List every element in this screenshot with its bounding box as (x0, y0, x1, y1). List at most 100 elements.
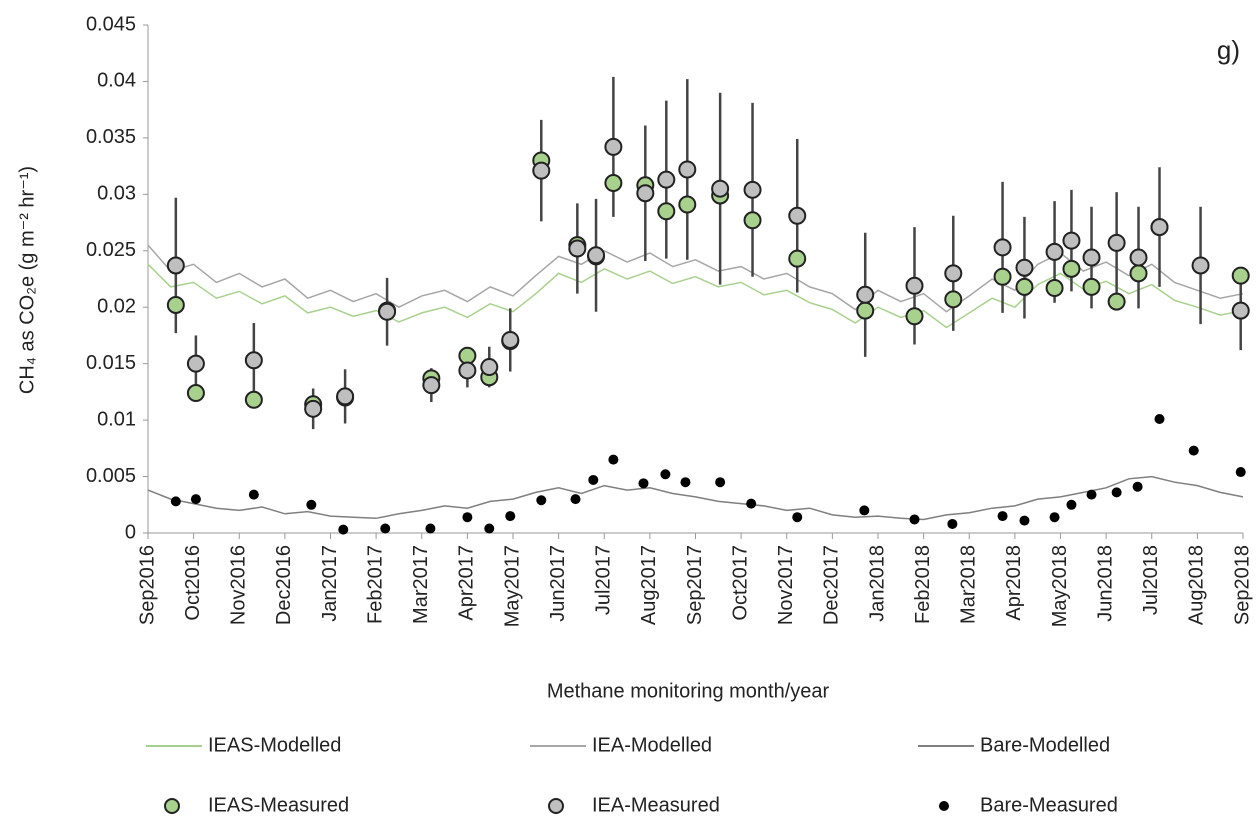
measured-point (657, 170, 676, 189)
measured-point (746, 498, 757, 509)
x-tick-label: Dec2016 (273, 545, 295, 625)
measured-point (743, 180, 762, 199)
x-tick-label: Nov2017 (775, 545, 797, 625)
modelled-line (147, 263, 1244, 329)
measured-point (422, 376, 441, 395)
measured-point (604, 174, 623, 193)
measured-point (856, 301, 875, 320)
measured-point (1015, 277, 1034, 296)
x-tick-label: Oct2017 (729, 545, 751, 621)
measured-point (993, 267, 1012, 286)
measured-point (587, 246, 606, 265)
measured-point (788, 249, 807, 268)
measured-point (1049, 512, 1060, 523)
measured-point (743, 211, 762, 230)
measured-point (186, 384, 205, 403)
measured-point (660, 469, 671, 480)
x-tick-label: Dec2017 (821, 545, 843, 625)
measured-point (190, 494, 201, 505)
legend-label: IEA-Modelled (592, 734, 712, 756)
measured-point (425, 523, 436, 534)
x-tick-label: Nov2016 (228, 545, 250, 625)
measured-point (505, 511, 516, 522)
y-axis-title: CH₄ as CO₂e (g m⁻² hr⁻¹) (16, 166, 38, 394)
measured-point (944, 290, 963, 309)
x-tick-label: Jun2017 (547, 545, 569, 622)
measured-point (1154, 413, 1165, 424)
measured-point (248, 489, 259, 500)
measured-point (588, 474, 599, 485)
y-tick-label: 0.035 (86, 126, 136, 148)
measured-point (166, 256, 185, 275)
measured-point (536, 495, 547, 506)
measured-point (501, 330, 520, 349)
measured-point (636, 184, 655, 203)
measured-point (484, 523, 495, 534)
legend-label: Bare-Modelled (980, 734, 1110, 756)
measured-point (792, 512, 803, 523)
x-tick-label: May2017 (501, 545, 523, 627)
measured-point (1062, 231, 1081, 250)
measured-point (657, 202, 676, 221)
measured-point (480, 358, 499, 377)
measured-point (1107, 292, 1126, 311)
measured-point (166, 295, 185, 314)
measured-point (1150, 218, 1169, 237)
legend-label: IEAS-Modelled (208, 734, 341, 756)
y-tick-label: 0.04 (97, 70, 136, 92)
measured-point (1015, 258, 1034, 277)
y-tick-label: 0.045 (86, 13, 136, 35)
annotation: g) (1217, 35, 1240, 65)
measured-point (378, 302, 397, 321)
x-tick-label: Oct2016 (182, 545, 204, 621)
measured-point (1019, 515, 1030, 526)
measured-point (304, 399, 323, 418)
measured-point (570, 494, 581, 505)
y-tick-label: 0.005 (86, 465, 136, 487)
measured-point (856, 285, 875, 304)
measured-point (678, 160, 697, 179)
measured-point (1082, 277, 1101, 296)
measured-point (944, 264, 963, 283)
measured-point (905, 276, 924, 295)
measured-point (532, 161, 551, 180)
measured-point (1066, 499, 1077, 510)
measured-point (909, 514, 920, 525)
measured-point (859, 505, 870, 516)
measured-point (336, 387, 355, 406)
y-tick-label: 0.015 (86, 352, 136, 374)
measured-point (680, 477, 691, 488)
x-tick-label: Apr2017 (456, 545, 478, 621)
measured-point (1082, 248, 1101, 267)
x-tick-label: Aug2018 (1186, 545, 1208, 625)
x-tick-label: Jan2018 (866, 545, 888, 622)
x-tick-label: Mar2017 (410, 545, 432, 624)
x-tick-label: Sep2018 (1231, 545, 1253, 625)
measured-point (1188, 445, 1199, 456)
measured-point (338, 524, 349, 535)
measured-point (1107, 233, 1126, 252)
x-tick-label: Jul2018 (1140, 545, 1162, 615)
measured-point (947, 518, 958, 529)
measured-point (1062, 259, 1081, 278)
y-tick-label: 0.03 (97, 183, 136, 205)
measured-point (458, 346, 477, 365)
measured-point (1129, 248, 1148, 267)
legend-swatch (548, 798, 564, 814)
x-axis-title: Methane monitoring month/year (547, 680, 830, 702)
x-tick-label: Apr2018 (1003, 545, 1025, 621)
measured-point (1045, 242, 1064, 261)
y-tick-label: 0.025 (86, 239, 136, 261)
measured-point (638, 478, 649, 489)
measured-point (1231, 266, 1250, 285)
measured-point (905, 307, 924, 326)
x-tick-label: Aug2017 (638, 545, 660, 625)
y-tick-label: 0 (125, 521, 136, 543)
measured-point (462, 512, 473, 523)
measured-point (306, 499, 317, 510)
measured-point (993, 238, 1012, 257)
measured-point (715, 477, 726, 488)
measured-point (170, 496, 181, 507)
x-tick-label: Jun2018 (1094, 545, 1116, 622)
